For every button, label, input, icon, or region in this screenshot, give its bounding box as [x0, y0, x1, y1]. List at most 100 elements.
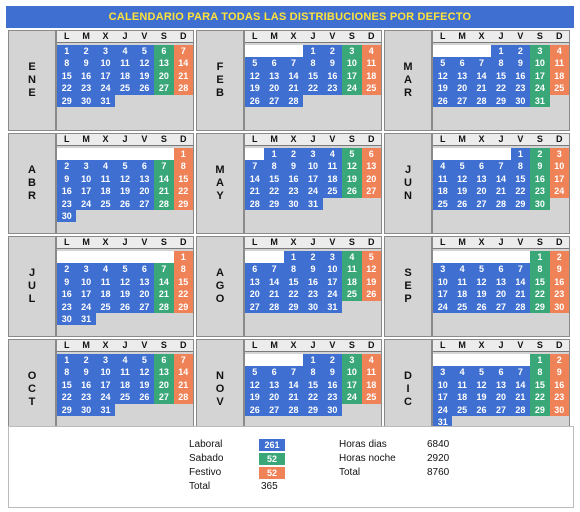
empty-cell: [433, 148, 453, 161]
day-cell: 7: [173, 354, 193, 367]
day-cell: 27: [264, 403, 284, 416]
day-cell: 12: [471, 378, 492, 392]
day-cell: 21: [154, 185, 174, 198]
day-cell: 12: [452, 172, 472, 186]
day-cell: 31: [530, 94, 550, 107]
weekday-label: S: [536, 31, 543, 41]
empty-cell: [134, 148, 155, 161]
day-cell: 19: [471, 391, 492, 404]
day-cell: 10: [95, 57, 116, 70]
days-grid: 1 2 3 4 5 6 7 8 9 10 11 12 13 14 15 16 17 18 19 20 21 22 23 24 2…: [245, 352, 381, 416]
month-calendar: L M X J V S D 1 2 3 4 5 6 7 8 9 10 11 12 13 14 15 16 17 18 19 20 21…: [244, 30, 382, 131]
day-cell: 19: [115, 288, 135, 301]
day-cell: 20: [491, 391, 511, 404]
month-letter: L: [28, 293, 36, 305]
day-cell: 26: [433, 94, 453, 107]
empty-cell: [452, 251, 472, 264]
day-cell: 10: [322, 263, 343, 276]
day-cell: 6: [264, 57, 284, 70]
day-cell: 19: [471, 288, 492, 301]
day-cell: 18: [433, 185, 453, 198]
weekday-label: M: [458, 340, 466, 350]
weekday-label: V: [517, 31, 524, 41]
day-cell: 12: [245, 69, 265, 83]
day-cell: 17: [549, 172, 569, 186]
weekday-label: J: [310, 340, 316, 350]
day-cell: 8: [303, 57, 323, 70]
day-cell: 15: [530, 275, 550, 289]
month-letter: E: [404, 280, 412, 292]
horas-dias-value: 6840: [427, 439, 450, 450]
weekday-label: J: [498, 31, 504, 41]
weekday-label: S: [348, 237, 355, 247]
weekday-label: M: [458, 31, 466, 41]
empty-cell: [115, 148, 135, 161]
empty-cell: [154, 251, 174, 264]
weekday-label: J: [498, 134, 504, 144]
day-cell: 2: [549, 251, 569, 264]
day-cell: 5: [134, 45, 155, 58]
day-cell: 16: [510, 69, 531, 83]
month-letter: B: [28, 177, 36, 189]
legend-panel: Laboral 261 Sabado 52 Festivo 52 Total 3…: [8, 426, 574, 508]
weekday-label: J: [122, 237, 128, 247]
empty-cell: [510, 251, 531, 264]
month-letter: C: [28, 383, 36, 395]
month-row: E N E L M X J V S D 1 2 3 4 5 6 7 8 9 10 11 12 13 14 15 16 17 18 19 2…: [8, 30, 574, 131]
weekday-label: X: [102, 31, 109, 41]
day-cell: 24: [95, 391, 116, 404]
day-cell: 9: [76, 57, 96, 70]
weekday-label: D: [556, 31, 563, 41]
day-cell: 18: [549, 69, 569, 83]
day-cell: 20: [134, 185, 155, 198]
day-cell: 14: [173, 57, 193, 70]
day-cell: 4: [95, 160, 116, 173]
day-cell: 27: [134, 197, 155, 210]
day-cell: 2: [510, 45, 531, 58]
month-row: O C T L M X J V S D 1 2 3 4 5 6 7 8 9 10 11 12 13 14 15 16 17 18 19 2…: [8, 339, 574, 440]
day-cell: 29: [264, 197, 284, 210]
month-letter: I: [406, 383, 410, 395]
day-cell: 31: [76, 312, 96, 326]
day-cell: 22: [530, 288, 550, 301]
day-cell: 30: [303, 300, 323, 313]
weekday-label: J: [310, 237, 316, 247]
weekday-label: V: [329, 237, 336, 247]
day-cell: 2: [322, 354, 343, 367]
month-letter: E: [28, 61, 36, 73]
day-cell: 20: [264, 391, 284, 404]
weekday-label: S: [348, 134, 355, 144]
day-cell: 15: [303, 69, 323, 83]
weekday-label: D: [368, 237, 375, 247]
month-calendar: L M X J V S D 1 2 3 4 5 6 7 8 9 10 11 12 13 14 15 16 17 18 19 20 21…: [244, 339, 382, 440]
day-cell: 14: [471, 69, 492, 83]
empty-cell: [433, 354, 453, 367]
month-letter: N: [404, 190, 412, 202]
weekday-label: X: [290, 237, 297, 247]
day-cell: 22: [510, 185, 531, 198]
day-cell: 26: [342, 185, 362, 198]
month-calendar: L M X J V S D 1 2 3 4 5 6 7 8 9 10 11 12 13 14 15 16 17 18 19 20 21…: [56, 339, 194, 440]
day-cell: 1: [283, 251, 304, 264]
days-grid: 1 2 3 4 5 6 7 8 9 10 11 12 13 14 15 16 17 18 19 20 21 22 23 24 2…: [245, 146, 381, 210]
day-cell: 5: [115, 263, 135, 276]
month-letter: A: [216, 267, 224, 279]
day-cell: 16: [76, 69, 96, 83]
day-cell: 22: [173, 185, 193, 198]
empty-cell: [264, 354, 284, 367]
day-cell: 10: [76, 275, 96, 289]
day-cell: 2: [283, 148, 304, 161]
weekday-label: L: [251, 340, 258, 350]
weekday-label: S: [536, 237, 543, 247]
day-cell: 24: [530, 82, 550, 95]
weekday-label: L: [63, 134, 70, 144]
day-cell: 15: [264, 172, 284, 186]
month-letter: O: [27, 370, 37, 382]
day-cell: 31: [303, 197, 323, 210]
day-cell: 20: [264, 82, 284, 95]
